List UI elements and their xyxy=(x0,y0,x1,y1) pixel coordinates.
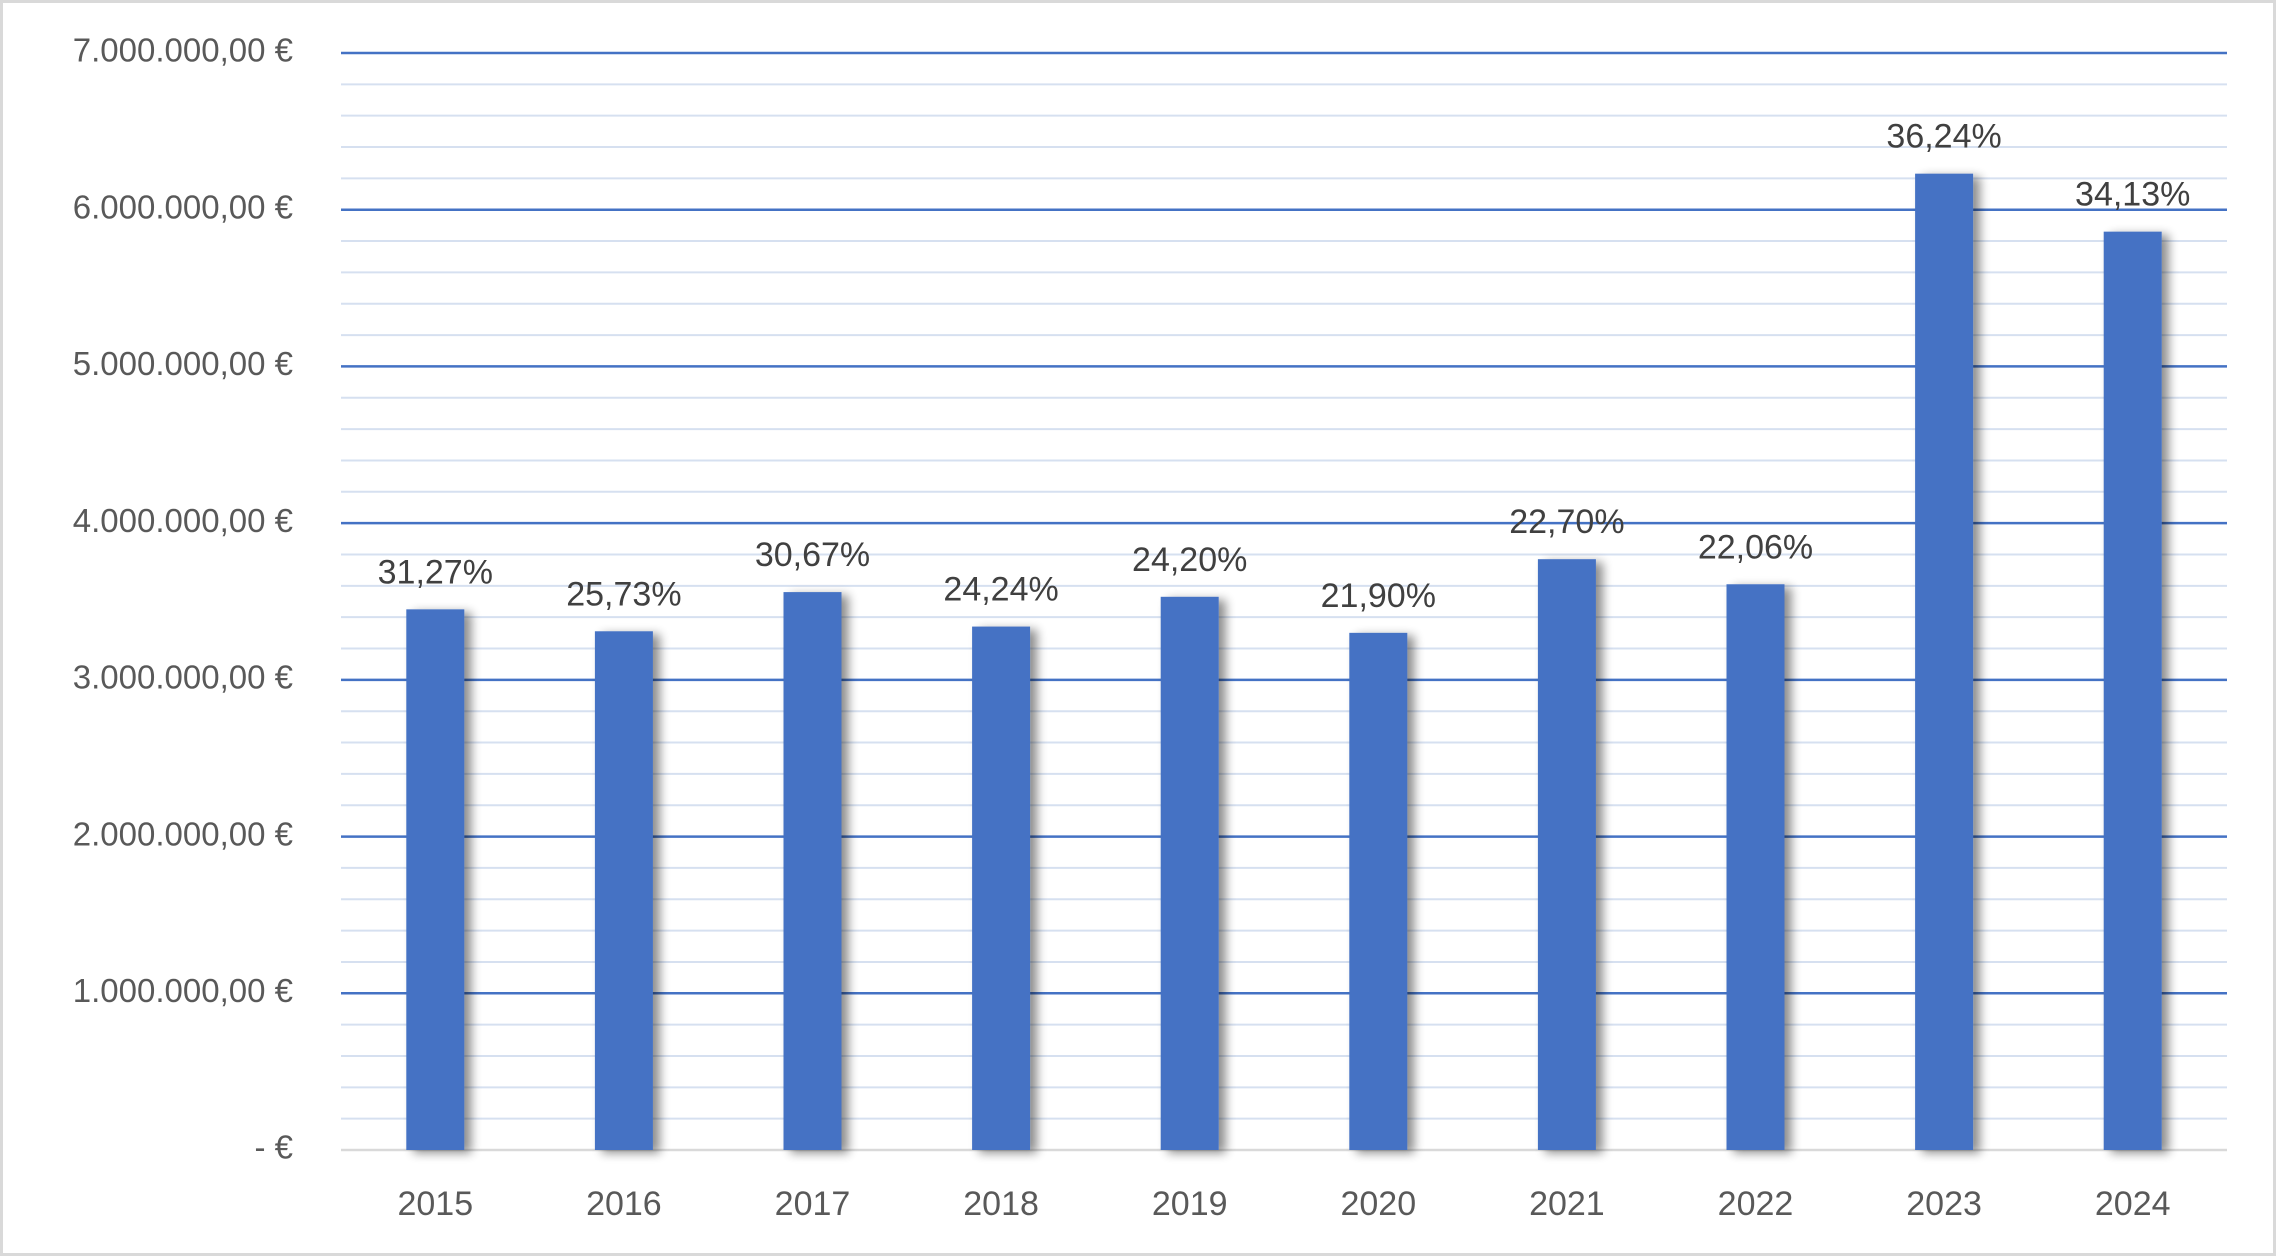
data-label-2021: 22,70% xyxy=(1509,503,1624,541)
y-axis-tick-labels: - € 1.000.000,00 € 2.000.000,00 € 3.000.000… xyxy=(73,32,293,1166)
y-tick-label-6: 6.000.000,00 € xyxy=(73,188,293,225)
x-tick-label-2024: 2024 xyxy=(2095,1185,2171,1223)
x-tick-label-2015: 2015 xyxy=(397,1185,473,1223)
minor-gridlines xyxy=(341,83,2227,1120)
data-label-2017: 30,67% xyxy=(755,536,870,574)
data-label-2016: 25,73% xyxy=(566,575,681,613)
y-tick-label-2: 2.000.000,00 € xyxy=(73,815,293,852)
x-tick-label-2023: 2023 xyxy=(1906,1185,1982,1223)
bar-2015 xyxy=(406,609,465,1150)
x-tick-label-2019: 2019 xyxy=(1152,1185,1228,1223)
data-label-2018: 24,24% xyxy=(943,571,1058,609)
bar-2016 xyxy=(594,631,653,1150)
x-tick-label-2016: 2016 xyxy=(586,1185,662,1223)
data-labels: 31,27% 25,73% 30,67% 24,24% 24,20% 21,90% 22,7… xyxy=(378,118,2191,615)
bar-2024 xyxy=(2103,231,2162,1150)
data-label-2024: 34,13% xyxy=(2075,176,2190,214)
bar-2023 xyxy=(1915,173,1974,1151)
y-tick-label-7: 7.000.000,00 € xyxy=(73,32,293,69)
bar-2019 xyxy=(1160,596,1219,1150)
bar-2021 xyxy=(1537,559,1596,1150)
y-tick-label-5: 5.000.000,00 € xyxy=(73,345,293,382)
data-label-2023: 36,24% xyxy=(1886,118,2001,156)
x-axis-tick-labels: 2015 2016 2017 2018 2019 2020 2021 2022 2023 2024 xyxy=(397,1185,2170,1223)
y-tick-label-4: 4.000.000,00 € xyxy=(73,502,293,539)
bar-chart: - € 1.000.000,00 € 2.000.000,00 € 3.000.000… xyxy=(73,32,2227,1223)
data-label-2022: 22,06% xyxy=(1698,528,1813,566)
y-tick-label-3: 3.000.000,00 € xyxy=(73,659,293,696)
bar-2022 xyxy=(1726,584,1785,1150)
bar-2020 xyxy=(1349,632,1408,1150)
data-label-2015: 31,27% xyxy=(378,553,493,591)
y-tick-label-1: 1.000.000,00 € xyxy=(73,972,293,1009)
x-tick-label-2017: 2017 xyxy=(775,1185,851,1223)
bar-2017 xyxy=(783,592,842,1150)
x-tick-label-2020: 2020 xyxy=(1340,1185,1416,1223)
x-tick-label-2021: 2021 xyxy=(1529,1185,1605,1223)
y-tick-label-0: - € xyxy=(254,1129,293,1166)
bar-2018 xyxy=(972,626,1031,1150)
major-gridlines xyxy=(341,51,2227,995)
x-tick-label-2022: 2022 xyxy=(1718,1185,1794,1223)
data-label-2020: 21,90% xyxy=(1321,577,1436,615)
x-tick-label-2018: 2018 xyxy=(963,1185,1039,1223)
bar-series xyxy=(406,173,2162,1151)
data-label-2019: 24,20% xyxy=(1132,541,1247,579)
